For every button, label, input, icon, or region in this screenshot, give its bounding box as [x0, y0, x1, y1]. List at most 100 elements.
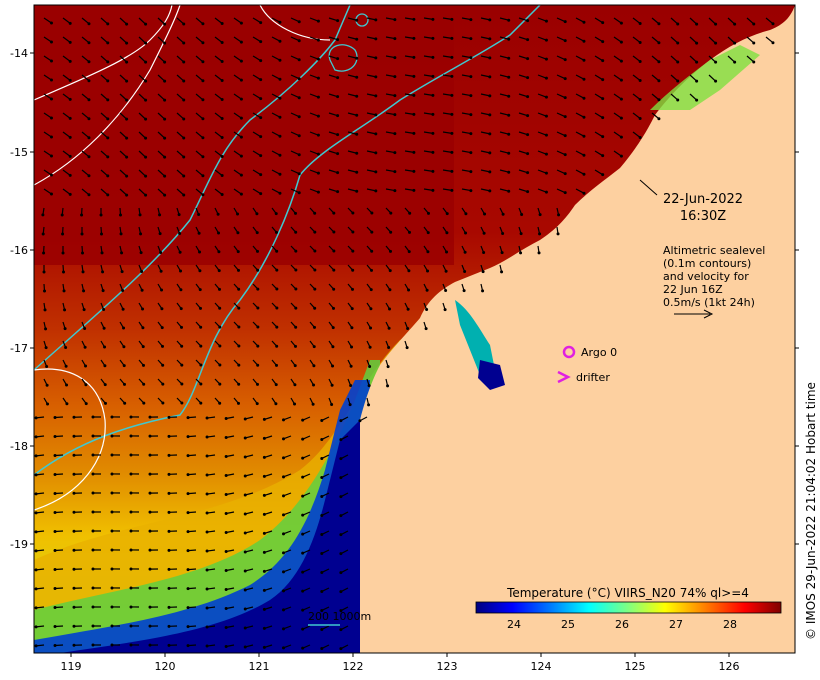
velocity-arrow-head [205, 473, 209, 477]
velocity-arrow-head [91, 510, 95, 514]
velocity-arrow-head [431, 36, 435, 40]
velocity-arrow [746, 55, 755, 63]
velocity-arrow-head [125, 60, 129, 64]
velocity-arrow-head [393, 18, 397, 22]
velocity-arrow-head [695, 60, 699, 64]
velocity-arrow-head [201, 22, 205, 26]
velocity-arrow-head [68, 78, 72, 82]
velocity-arrow-head [311, 402, 315, 406]
velocity-arrow-head [179, 307, 183, 311]
velocity-arrow-head [106, 155, 110, 159]
velocity-arrow-head [412, 169, 416, 173]
velocity-arrow-head [199, 401, 203, 405]
velocity-arrow-head [752, 22, 756, 26]
velocity-arrow-head [80, 232, 84, 236]
velocity-arrow-head [714, 22, 718, 26]
velocity-arrow-head [507, 56, 511, 60]
velocity-arrow-head [220, 21, 224, 25]
velocity-arrow-head [121, 307, 125, 311]
velocity-arrow-head [243, 417, 247, 421]
velocity-arrow-head [412, 150, 416, 154]
velocity-arrow [119, 55, 128, 63]
velocity-arrow-head [370, 230, 374, 234]
velocity-arrow-head [408, 211, 412, 215]
velocity-arrow [689, 74, 698, 82]
velocity-arrow-head [186, 511, 190, 515]
velocity-arrow-head [53, 454, 57, 458]
velocity-arrow [613, 17, 622, 24]
velocity-arrow-head [316, 57, 320, 61]
velocity-arrow [594, 55, 604, 62]
velocity-arrow-head [676, 79, 680, 83]
velocity-arrow-head [218, 344, 222, 348]
velocity-arrow-head [122, 364, 126, 368]
velocity-arrow-head [355, 18, 359, 22]
velocity-arrow-head [526, 114, 530, 118]
velocity-arrow-head [43, 289, 47, 293]
velocity-arrow-head [34, 568, 38, 572]
velocity-arrow-head [239, 116, 243, 120]
velocity-arrow-head [282, 627, 286, 631]
velocity-arrow-head [274, 383, 278, 387]
velocity-arrow-head [301, 627, 305, 631]
velocity-arrow-head [331, 306, 335, 310]
velocity-arrow-head [406, 326, 410, 330]
velocity-arrow-head [129, 548, 133, 552]
velocity-arrow-head [91, 453, 95, 457]
velocity-arrow-head [182, 117, 186, 121]
velocity-arrow-head [425, 307, 429, 311]
velocity-arrow-head [582, 96, 586, 100]
velocity-arrow-head [178, 250, 182, 254]
velocity-arrow [119, 150, 128, 158]
velocity-arrow-head [582, 39, 586, 43]
velocity-arrow-head [167, 491, 171, 495]
velocity-arrow-head [582, 191, 586, 195]
velocity-arrow-head [275, 249, 279, 253]
velocity-arrow-head [293, 364, 297, 368]
velocity-arrow-head [201, 174, 205, 178]
velocity-arrow-head [582, 153, 586, 157]
velocity-arrow-head [259, 154, 263, 158]
velocity-arrow-head [336, 152, 340, 156]
velocity-arrow-head [393, 132, 397, 136]
velocity-arrow-head [144, 155, 148, 159]
velocity-arrow-head [87, 41, 91, 45]
velocity-arrow [195, 55, 204, 63]
velocity-arrow-head [34, 606, 38, 610]
velocity-arrow-head [148, 605, 152, 609]
velocity-arrow-head [87, 79, 91, 83]
velocity-arrow [309, 131, 319, 136]
velocity-arrow-head [526, 95, 530, 99]
velocity-arrow-head [733, 60, 737, 64]
velocity-arrow-head [163, 79, 167, 83]
velocity-arrow [119, 93, 128, 101]
colorbar-tick-label: 27 [669, 618, 683, 631]
velocity-arrow-head [259, 135, 263, 139]
velocity-arrow-head [110, 548, 114, 552]
velocity-arrow-head [41, 232, 45, 236]
velocity-arrow-head [582, 20, 586, 24]
velocity-arrow-head [336, 190, 340, 194]
velocity-arrow-head [53, 549, 57, 553]
velocity-arrow-head [374, 151, 378, 155]
velocity-arrow-head [160, 307, 164, 311]
velocity-arrow [442, 74, 452, 77]
velocity-arrow [233, 93, 242, 100]
velocity-arrow-head [87, 60, 91, 64]
velocity-arrow-head [339, 628, 343, 632]
drifter-label: drifter [576, 371, 610, 384]
velocity-arrow-head [82, 289, 86, 293]
velocity-arrow-head [205, 606, 209, 610]
velocity-arrow-head [426, 211, 430, 215]
velocity-arrow-head [294, 249, 298, 253]
velocity-arrow [594, 17, 604, 24]
velocity-arrow-head [148, 567, 152, 571]
velocity-arrow-head [102, 307, 106, 311]
velocity-arrow [214, 17, 223, 24]
velocity-arrow-head [91, 605, 95, 609]
velocity-arrow-head [82, 308, 86, 312]
velocity-arrow-head [256, 306, 260, 310]
velocity-arrow-head [62, 289, 66, 293]
velocity-arrow-head [91, 491, 95, 495]
velocity-arrow-head [72, 643, 76, 647]
